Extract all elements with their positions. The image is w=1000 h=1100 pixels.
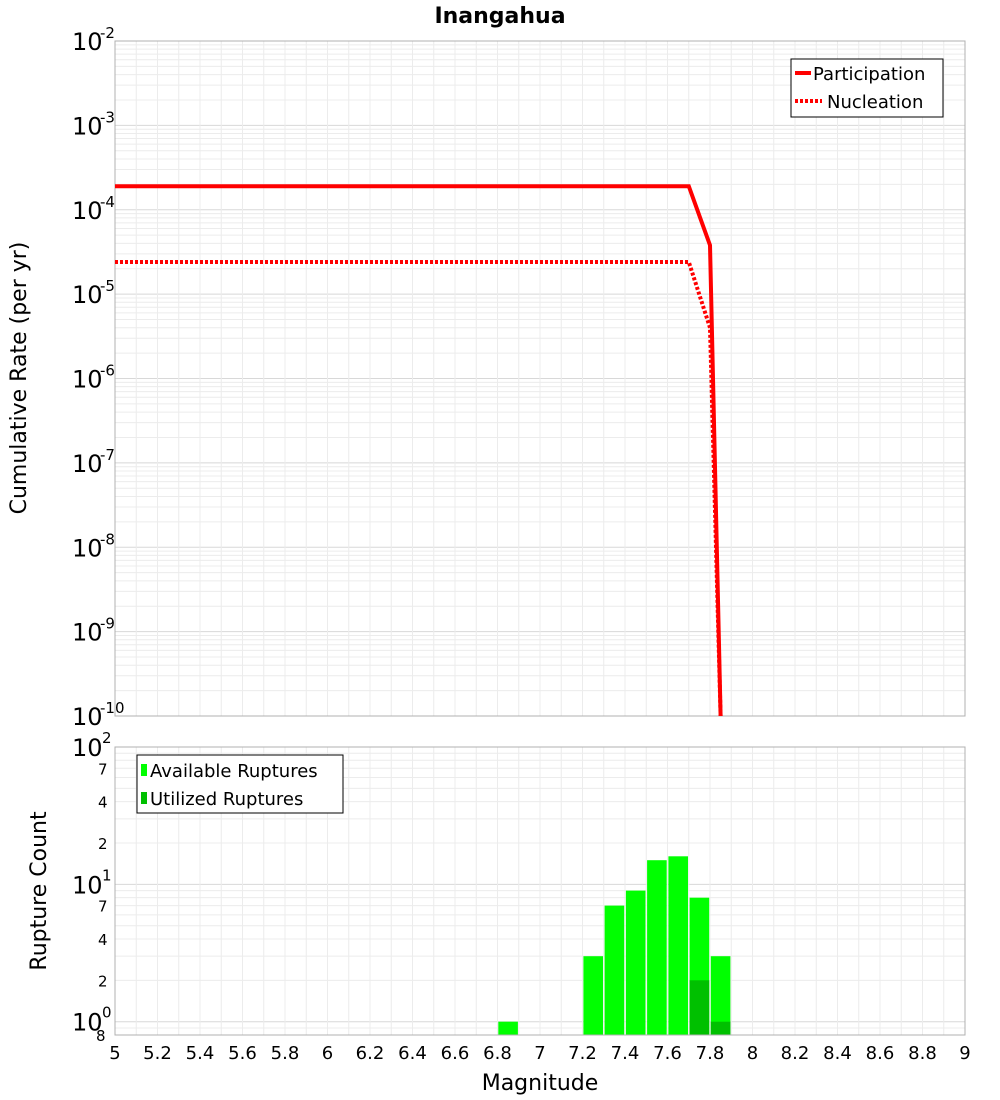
x-tick-labels: 5 5.2 5.4 5.6 5.8 6 6.2 6.4 6.6 6.8 7 7.2 7.4 7.6 7.8 8…: [109, 1043, 970, 1064]
y-tick-exponent: -3: [100, 108, 115, 126]
y-tick-label: 10: [72, 534, 103, 562]
x-tick-label: 7: [534, 1043, 545, 1064]
y-tick-exponent: -2: [100, 24, 115, 42]
y-minor-tick-label: 8: [96, 1027, 106, 1045]
available-bar: [583, 956, 603, 1035]
x-tick-label: 8.8: [908, 1043, 937, 1064]
available-bar: [604, 905, 625, 1035]
utilized-bar: [710, 1021, 731, 1035]
x-tick-label: 5: [109, 1043, 120, 1064]
x-tick-label: 6: [322, 1043, 333, 1064]
y-tick-label: 10: [72, 112, 103, 140]
y-tick-label: 10: [72, 734, 103, 762]
bottom-y-axis-label: Rupture Count: [27, 811, 52, 971]
bottom-bars: [498, 856, 731, 1035]
chart-title: Inangahua: [434, 4, 565, 29]
legend-available-swatch: [141, 764, 147, 776]
x-tick-label: 8.2: [781, 1043, 810, 1064]
y-tick-label: 10: [72, 28, 103, 56]
top-legend: Participation Nucleation: [790, 58, 944, 118]
x-tick-label: 6.4: [398, 1043, 427, 1064]
legend-participation-label: Participation: [813, 64, 925, 85]
y-tick-exponent: -6: [100, 362, 115, 380]
y-minor-tick-label: 4: [98, 931, 108, 949]
y-minor-tick-label: 4: [98, 794, 108, 812]
x-tick-label: 6.8: [483, 1043, 512, 1064]
y-tick-label: 10: [72, 366, 103, 394]
x-tick-label: 7.2: [568, 1043, 597, 1064]
y-tick-label: 10: [72, 197, 103, 225]
series-line-nucleation: [115, 260, 723, 717]
bottom-legend: Available Ruptures Utilized Ruptures: [136, 754, 344, 814]
x-tick-label: 5.8: [271, 1043, 300, 1064]
legend-available-label: Available Ruptures: [150, 761, 318, 782]
x-tick-label: 6.2: [356, 1043, 385, 1064]
y-tick-exponent: -8: [100, 530, 115, 548]
y-tick-exponent: -9: [100, 615, 115, 633]
bottom-plot-frame: [114, 746, 966, 1036]
y-tick-exponent: 0: [102, 1004, 112, 1022]
top-plot-frame: [114, 40, 966, 717]
top-legend-box: [790, 58, 944, 118]
top-series-lines: [115, 184, 723, 717]
top-y-axis-label: Cumulative Rate (per yr): [7, 242, 32, 515]
x-tick-label: 5.2: [143, 1043, 172, 1064]
x-tick-label: 5.4: [186, 1043, 215, 1064]
y-minor-tick-label: 2: [98, 835, 108, 853]
x-tick-label: 8.6: [866, 1043, 895, 1064]
x-tick-label: 9: [959, 1043, 970, 1064]
x-axis-label: Magnitude: [482, 1071, 599, 1096]
top-plot-grid: [114, 41, 966, 717]
available-bar: [625, 890, 646, 1035]
x-tick-label: 8: [747, 1043, 758, 1064]
available-bar: [647, 860, 667, 1035]
y-tick-exponent: -4: [100, 193, 115, 211]
y-tick-label: 10: [72, 281, 103, 309]
series-line-participation: [115, 184, 723, 717]
available-bar: [498, 1021, 518, 1035]
bottom-legend-box: [136, 754, 344, 814]
utilized-bar: [689, 980, 710, 1035]
x-tick-label: 7.8: [696, 1043, 725, 1064]
y-tick-label: 10: [72, 1009, 103, 1037]
y-tick-exponent: -10: [100, 699, 125, 717]
y-minor-tick-label: 7: [98, 760, 108, 778]
y-tick-exponent: -7: [100, 446, 115, 464]
legend-utilized-label: Utilized Ruptures: [150, 789, 303, 810]
available-bar: [668, 856, 688, 1035]
legend-utilized-swatch: [141, 792, 147, 804]
x-tick-label: 8.4: [823, 1043, 852, 1064]
x-tick-label: 5.6: [228, 1043, 257, 1064]
y-minor-tick-label: 7: [98, 898, 108, 916]
y-tick-label: 10: [72, 703, 103, 731]
top-y-tick-labels: 10-210-310-410-510-610-710-810-910-10: [72, 24, 125, 731]
x-tick-label: 7.4: [611, 1043, 640, 1064]
y-tick-exponent: 2: [102, 729, 112, 747]
y-tick-label: 10: [72, 450, 103, 478]
y-tick-label: 10: [72, 619, 103, 647]
y-tick-exponent: -5: [100, 277, 115, 295]
x-tick-label: 6.6: [441, 1043, 470, 1064]
y-tick-exponent: 1: [102, 866, 112, 884]
x-tick-label: 7.6: [653, 1043, 682, 1064]
y-minor-tick-label: 2: [98, 972, 108, 990]
legend-nucleation-label: Nucleation: [827, 92, 923, 113]
y-tick-label: 10: [72, 871, 103, 899]
available-bar: [710, 956, 731, 1035]
